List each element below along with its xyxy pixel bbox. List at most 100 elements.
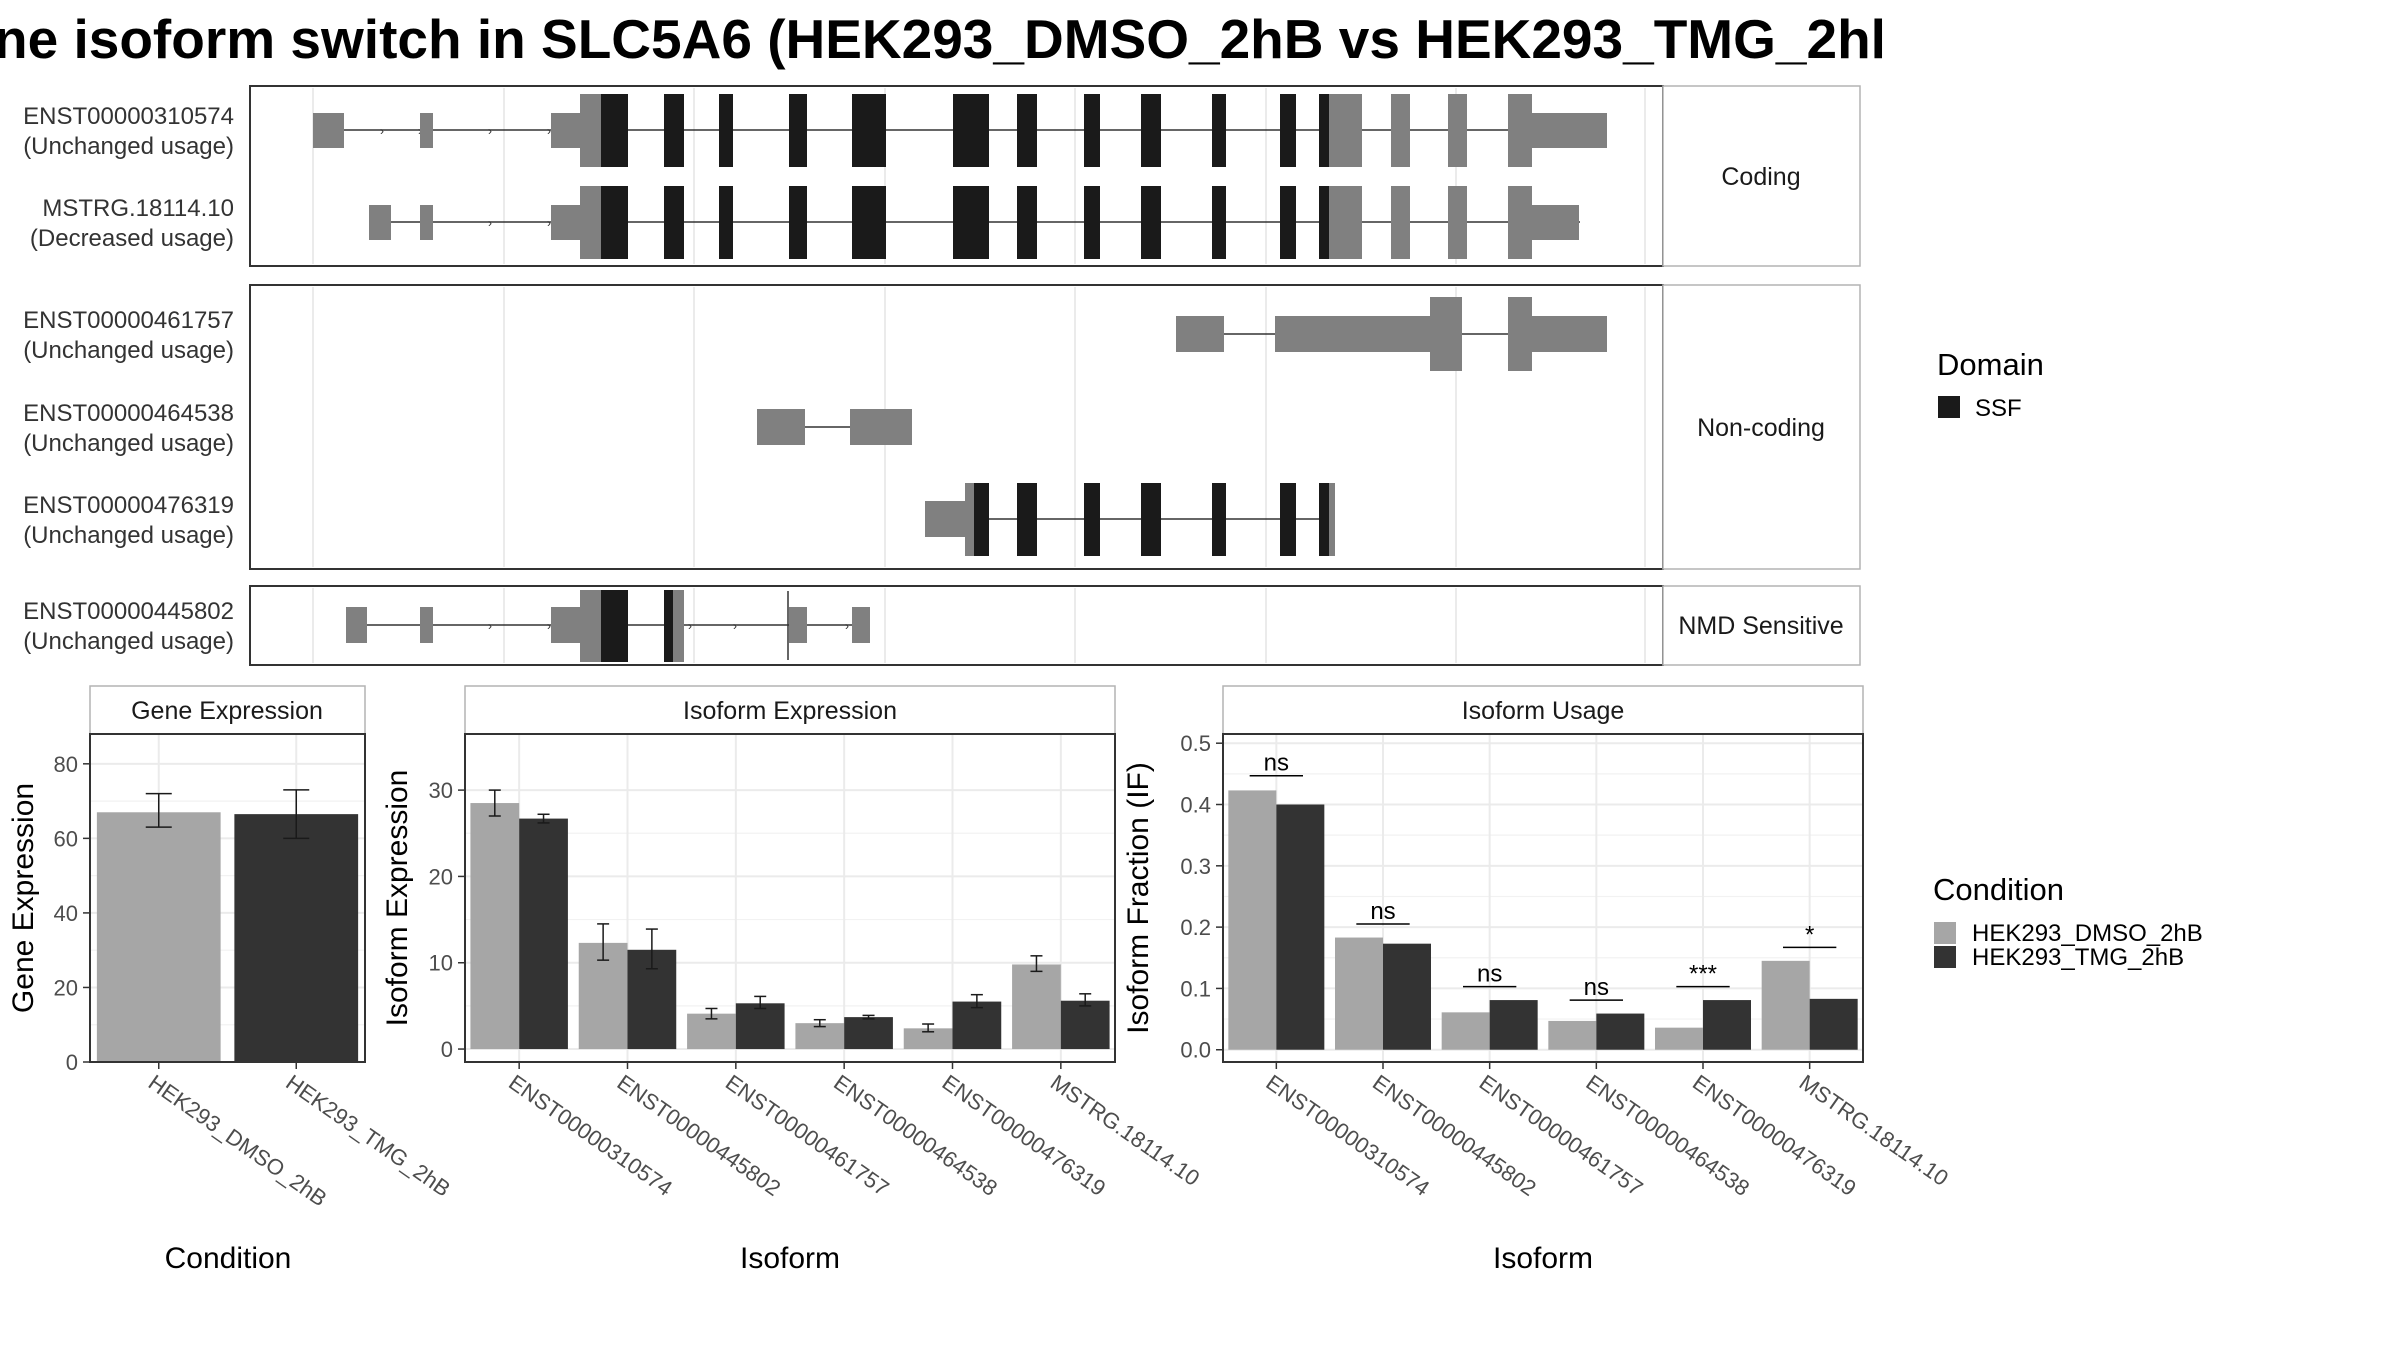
- bar: [1809, 998, 1858, 1050]
- exon-utr: [1329, 94, 1362, 167]
- y-tick-label: 20: [429, 864, 453, 889]
- coding-strip: [1662, 85, 1861, 267]
- track-ENST00000461757: [1176, 297, 1607, 371]
- exon-utr: [551, 607, 580, 643]
- bar: [1596, 1013, 1645, 1050]
- track-ENST00000445802: › › › › ›: [346, 590, 870, 662]
- bar: [1335, 937, 1383, 1050]
- exon-domain: [1212, 186, 1226, 259]
- isoform-expression-panel: Isoform Expression ENST00000310574ENST00…: [381, 685, 1204, 1275]
- bar: [795, 1023, 845, 1050]
- noncoding-panel: Non-coding: [249, 284, 1861, 570]
- exon-utr: [1448, 186, 1467, 259]
- exon-utr: [369, 205, 391, 240]
- condition-legend: Condition HEK293_DMSO_2hB HEK293_TMG_2hB: [1933, 872, 2203, 971]
- bar: [1441, 1012, 1490, 1050]
- bar: [844, 1017, 893, 1050]
- nmd-panel: NMD Sensitive › › › › ›: [249, 585, 1861, 666]
- exon-utr: [1508, 94, 1532, 167]
- exon-utr: [420, 113, 433, 148]
- y-tick-label: 60: [54, 826, 78, 851]
- track-ENST00000310574: › › › ›: [313, 94, 1607, 167]
- exon-domain: [1319, 94, 1329, 167]
- strand-arrow-icon: ›: [733, 619, 737, 633]
- strand-arrow-icon: ›: [488, 619, 492, 633]
- exon-utr: [313, 113, 344, 148]
- track-label-id: MSTRG.18114.10: [42, 195, 234, 222]
- condition-legend-label: HEK293_DMSO_2hB: [1972, 920, 2203, 947]
- condition-legend-label: HEK293_TMG_2hB: [1972, 944, 2184, 971]
- exon-domain: [1084, 186, 1100, 259]
- strand-arrow-icon: ›: [547, 216, 551, 230]
- exon-utr: [789, 607, 807, 643]
- exon-utr: [1532, 113, 1607, 148]
- isoform-usage-xlabel: Isoform: [1493, 1242, 1593, 1275]
- track-label-usage: (Unchanged usage): [23, 337, 234, 364]
- exon-utr: [1430, 297, 1462, 371]
- isoform-usage-strip: [1222, 685, 1864, 735]
- bar: [519, 818, 568, 1050]
- exon-utr: [1508, 186, 1532, 259]
- exon-domain: [1084, 94, 1100, 167]
- y-tick-label: 0.3: [1180, 854, 1211, 879]
- exon-utr: [1329, 483, 1335, 556]
- y-tick-label: 0.1: [1180, 976, 1211, 1001]
- isoform-usage-ylabel: Isoform Fraction (IF): [1122, 762, 1155, 1034]
- nmd-strip-label: NMD Sensitive: [1678, 612, 1843, 640]
- track-ENST00000476319: [925, 483, 1335, 556]
- exon-domain: [601, 590, 628, 662]
- exon-domain: [1141, 186, 1161, 259]
- exon-utr: [852, 607, 870, 643]
- exon-domain: [852, 186, 886, 259]
- exon-utr: [1508, 297, 1532, 371]
- isoform-expression-frame: [464, 733, 1116, 1063]
- significance-label: ns: [1370, 898, 1395, 925]
- exon-utr: [850, 409, 912, 445]
- strand-arrow-icon: ›: [688, 619, 692, 633]
- exon-domain: [1017, 483, 1037, 556]
- exon-domain: [953, 94, 989, 167]
- nmd-strip: [1662, 585, 1861, 666]
- isoform-usage-frame: [1222, 733, 1864, 1063]
- significance-label: ns: [1477, 961, 1502, 988]
- gene-expression-xlabel: Condition: [165, 1242, 292, 1275]
- bar: [1383, 943, 1431, 1050]
- gene-expression-title: Gene Expression: [131, 697, 323, 725]
- domain-legend-label: SSF: [1975, 395, 2022, 422]
- y-tick-label: 0: [441, 1037, 453, 1062]
- exon-utr: [580, 186, 601, 259]
- exon-utr: [1448, 94, 1467, 167]
- exon-utr: [1532, 316, 1607, 352]
- exon-domain: [664, 94, 684, 167]
- track-labels: ENST00000310574 (Unchanged usage) MSTRG.…: [23, 103, 234, 655]
- isoform-usage-title: Isoform Usage: [1462, 697, 1625, 725]
- track-label-usage: (Unchanged usage): [23, 133, 234, 160]
- exon-domain: [1319, 483, 1329, 556]
- track-label-id: ENST00000310574: [23, 103, 234, 130]
- track-ENST00000464538: [757, 409, 912, 445]
- exon-utr: [1391, 186, 1410, 259]
- bar: [470, 803, 520, 1050]
- exon-utr: [757, 409, 805, 445]
- track-MSTRG.18114.10: › ›: [369, 186, 1580, 259]
- bar: [952, 1001, 1002, 1050]
- track-label-usage: (Unchanged usage): [23, 522, 234, 549]
- y-tick-label: 30: [429, 778, 453, 803]
- exon-domain: [852, 94, 886, 167]
- exon-domain: [974, 483, 989, 556]
- gene-expression-frame: [89, 733, 366, 1063]
- isoform-expression-strip: [464, 685, 1116, 735]
- bar: [1489, 1000, 1538, 1050]
- exon-utr: [1176, 316, 1224, 352]
- exon-domain: [789, 94, 807, 167]
- bar: [903, 1028, 953, 1050]
- significance-label: ***: [1689, 961, 1717, 988]
- exon-domain: [1141, 94, 1161, 167]
- isoform-usage-plot: nsENST00000310574nsENST00000445802nsENST…: [1180, 731, 1953, 1201]
- y-tick-label: 0.4: [1180, 793, 1211, 818]
- coding-strip-label: Coding: [1721, 163, 1800, 191]
- exon-utr: [1391, 94, 1410, 167]
- exon-domain: [1319, 186, 1329, 259]
- track-label-usage: (Decreased usage): [30, 225, 234, 252]
